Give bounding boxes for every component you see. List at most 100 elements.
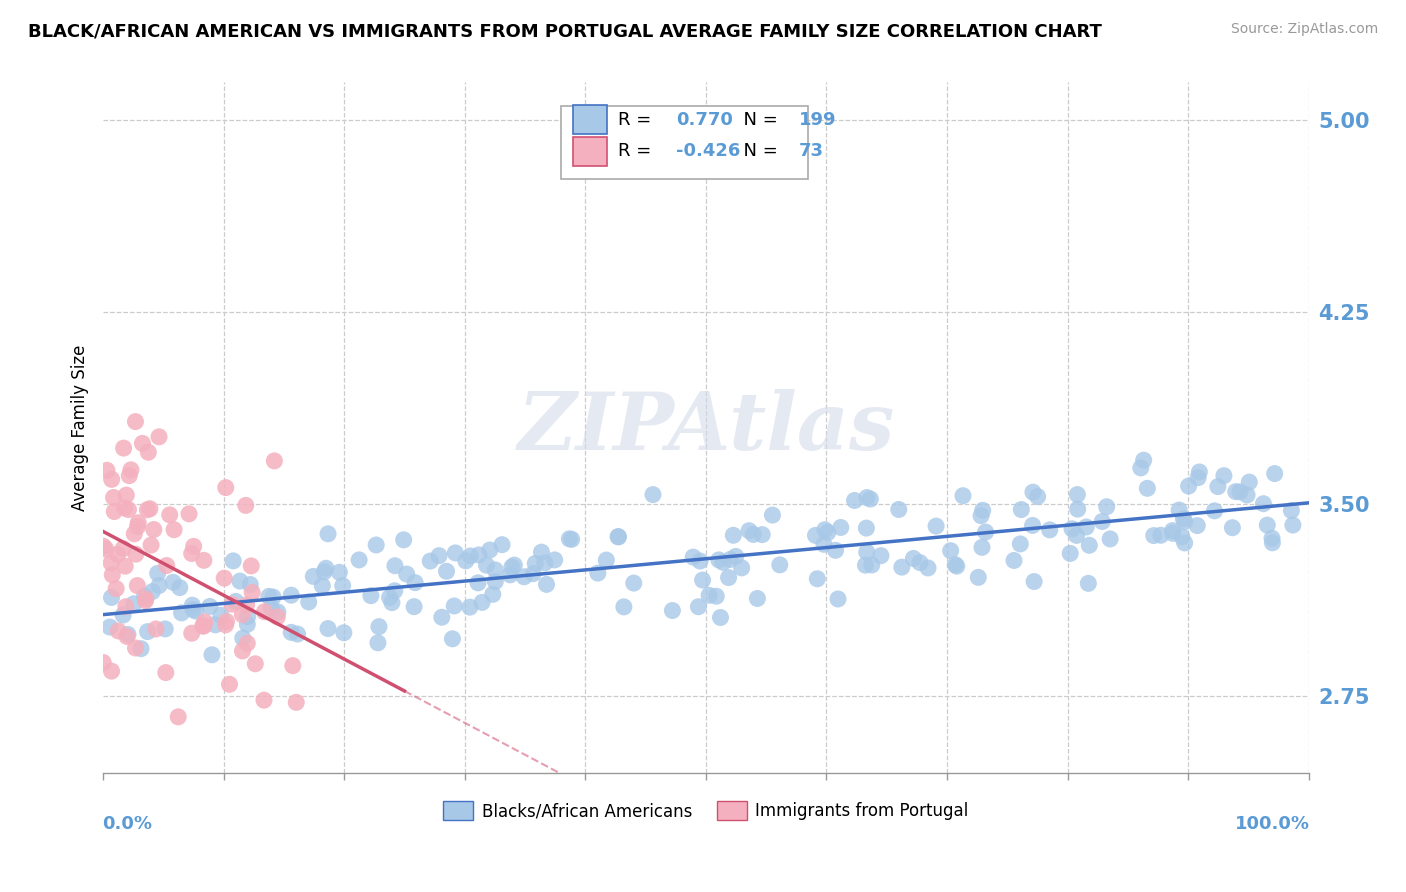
Point <box>682 550 704 565</box>
Point <box>1060 522 1083 536</box>
Point <box>723 528 745 542</box>
Point <box>222 554 245 568</box>
Point <box>711 555 734 569</box>
Point <box>136 445 159 459</box>
Point <box>381 596 404 610</box>
Point <box>180 626 202 640</box>
Point <box>824 543 846 558</box>
Point <box>1282 518 1305 533</box>
Point <box>1039 523 1062 537</box>
Point <box>142 523 165 537</box>
Point <box>100 556 122 570</box>
Point <box>183 540 205 554</box>
Point <box>813 537 835 551</box>
Point <box>1059 546 1081 560</box>
Point <box>253 605 276 619</box>
Point <box>146 566 169 581</box>
Point <box>471 595 494 609</box>
Point <box>328 566 350 580</box>
Point <box>236 609 259 624</box>
Point <box>970 508 993 523</box>
Point <box>191 619 214 633</box>
Point <box>395 567 418 582</box>
Point <box>240 585 263 599</box>
Point <box>1264 467 1286 481</box>
Point <box>235 499 257 513</box>
Point <box>112 441 135 455</box>
Point <box>281 658 304 673</box>
Point <box>870 549 893 563</box>
Point <box>360 589 382 603</box>
Point <box>184 604 207 618</box>
Point <box>804 528 827 542</box>
Point <box>860 558 883 572</box>
Point <box>120 463 142 477</box>
Point <box>103 491 125 505</box>
Point <box>148 578 170 592</box>
Point <box>131 436 153 450</box>
Point <box>107 547 129 561</box>
Point <box>1204 504 1226 518</box>
Point <box>607 530 630 544</box>
Point <box>117 502 139 516</box>
Point <box>859 492 882 507</box>
Point <box>524 557 547 571</box>
Point <box>94 542 117 557</box>
Point <box>607 530 630 544</box>
Text: 100.0%: 100.0% <box>1234 814 1310 832</box>
Point <box>522 566 544 581</box>
Point <box>180 547 202 561</box>
Point <box>1239 475 1261 489</box>
Point <box>499 567 522 582</box>
Point <box>1177 479 1199 493</box>
Point <box>368 620 391 634</box>
Point <box>239 577 262 591</box>
Point <box>1132 453 1154 467</box>
Point <box>159 508 181 522</box>
Point <box>887 502 910 516</box>
Point <box>181 598 204 612</box>
Point <box>392 533 415 547</box>
Point <box>1187 471 1209 485</box>
Point <box>333 625 356 640</box>
Point <box>127 516 149 530</box>
Point <box>1077 576 1099 591</box>
Point <box>1095 500 1118 514</box>
Point <box>478 543 501 558</box>
Point <box>148 430 170 444</box>
Point <box>503 558 526 572</box>
Point <box>114 559 136 574</box>
Point <box>692 573 714 587</box>
Point <box>1010 502 1032 516</box>
Point <box>91 539 114 553</box>
Point <box>1161 524 1184 538</box>
Point <box>122 526 145 541</box>
Point <box>925 519 948 533</box>
Point <box>287 627 309 641</box>
Point <box>939 543 962 558</box>
Point <box>855 558 877 573</box>
Point <box>124 415 146 429</box>
Point <box>1222 521 1244 535</box>
Point <box>460 549 482 563</box>
Point <box>827 591 849 606</box>
Point <box>366 538 388 552</box>
Point <box>384 558 406 573</box>
Point <box>491 538 513 552</box>
Point <box>709 610 731 624</box>
Point <box>169 581 191 595</box>
Point <box>201 648 224 662</box>
Point <box>1143 528 1166 542</box>
Point <box>107 624 129 638</box>
Point <box>436 564 458 578</box>
Point <box>135 591 157 606</box>
Point <box>707 553 730 567</box>
Point <box>404 575 426 590</box>
Point <box>311 579 333 593</box>
Point <box>153 622 176 636</box>
FancyBboxPatch shape <box>561 106 808 178</box>
Point <box>945 559 967 574</box>
Point <box>1213 468 1236 483</box>
Point <box>236 636 259 650</box>
Point <box>112 541 135 556</box>
